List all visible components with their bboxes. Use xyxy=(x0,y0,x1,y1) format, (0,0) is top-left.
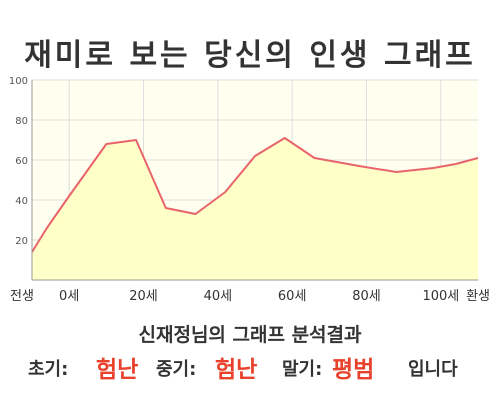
middle-label: 중기: xyxy=(156,359,197,380)
y-tick-label: 80 xyxy=(15,116,28,127)
y-tick-label: 40 xyxy=(15,196,28,207)
result-suffix: 입니다 xyxy=(408,359,458,380)
analysis-subtitle: 신재정님의 그래프 분석결과 xyxy=(138,324,362,346)
x-tick-label: 환생 xyxy=(466,289,490,304)
page-title: 재미로 보는 당신의 인생 그래프 xyxy=(24,38,476,73)
early-label: 초기: xyxy=(28,359,69,380)
series-area xyxy=(32,138,478,280)
x-tick-label: 60세 xyxy=(278,289,307,304)
x-tick-label: 80세 xyxy=(352,289,381,304)
late-value: 평범 xyxy=(332,357,375,383)
x-tick-label: 0세 xyxy=(59,289,79,304)
late-label: 말기: xyxy=(282,359,323,380)
x-tick-label: 40세 xyxy=(204,289,233,304)
x-tick-label: 20세 xyxy=(129,289,158,304)
early-value: 험난 xyxy=(96,357,139,383)
x-tick-label: 100세 xyxy=(422,289,459,304)
y-tick-label: 20 xyxy=(15,236,28,247)
x-tick-label: 전생 xyxy=(10,289,34,304)
y-tick-label: 100 xyxy=(9,76,28,87)
analysis-result-row: 초기: 험난 중기: 험난 말기: 평범 입니다 xyxy=(0,346,500,383)
middle-value: 험난 xyxy=(215,357,258,383)
series-line xyxy=(31,137,479,253)
y-tick-label: 60 xyxy=(15,156,28,167)
life-graph-chart: 20 40 60 80 100 전생 0세 20세 40세 60세 80세 100세 환생 xyxy=(9,76,490,304)
